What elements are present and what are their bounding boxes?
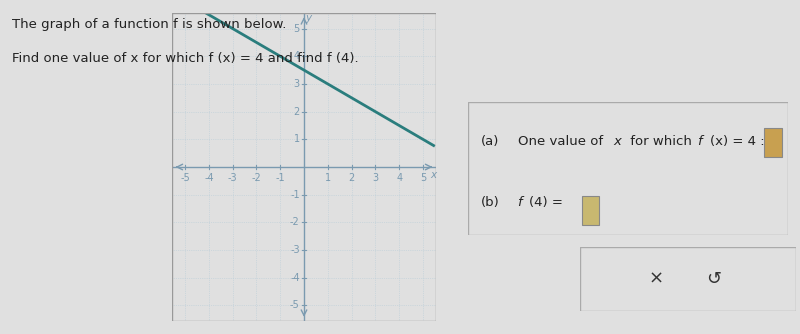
Text: -3: -3 [228, 173, 238, 183]
Text: f: f [518, 196, 526, 208]
Text: -2: -2 [251, 173, 262, 183]
Bar [582, 196, 599, 225]
Text: y: y [306, 12, 311, 22]
Text: 4: 4 [396, 173, 402, 183]
Text: f: f [698, 136, 707, 148]
Text: x: x [430, 170, 436, 180]
Text: (b): (b) [481, 196, 499, 208]
Text: -2: -2 [290, 217, 300, 227]
Text: 5: 5 [294, 24, 300, 34]
Text: The graph of a function f is shown below.: The graph of a function f is shown below… [12, 18, 286, 31]
Text: 3: 3 [372, 173, 378, 183]
Text: -4: -4 [290, 273, 300, 283]
Text: 1: 1 [325, 173, 331, 183]
Text: ×: × [648, 270, 663, 288]
Text: Find one value of x for which f (x) = 4 and find f (4).: Find one value of x for which f (x) = 4 … [12, 52, 358, 65]
Text: -5: -5 [180, 173, 190, 183]
Text: -1: -1 [275, 173, 285, 183]
Text: -3: -3 [290, 245, 300, 255]
Text: -5: -5 [290, 300, 300, 310]
Text: -1: -1 [290, 190, 300, 200]
Text: 1: 1 [294, 134, 300, 144]
Text: (x) = 4 :: (x) = 4 : [710, 136, 764, 148]
Text: 5: 5 [420, 173, 426, 183]
Text: (a): (a) [481, 136, 499, 148]
Text: 2: 2 [294, 107, 300, 117]
Text: 3: 3 [294, 79, 300, 89]
Text: (4) =: (4) = [529, 196, 567, 208]
Text: ↺: ↺ [706, 270, 722, 288]
Text: One value of: One value of [518, 136, 607, 148]
Text: for which: for which [626, 136, 697, 148]
Text: 4: 4 [294, 51, 300, 61]
Bar [764, 128, 782, 157]
Text: 2: 2 [349, 173, 354, 183]
Text: -4: -4 [204, 173, 214, 183]
Text: x: x [614, 136, 622, 148]
